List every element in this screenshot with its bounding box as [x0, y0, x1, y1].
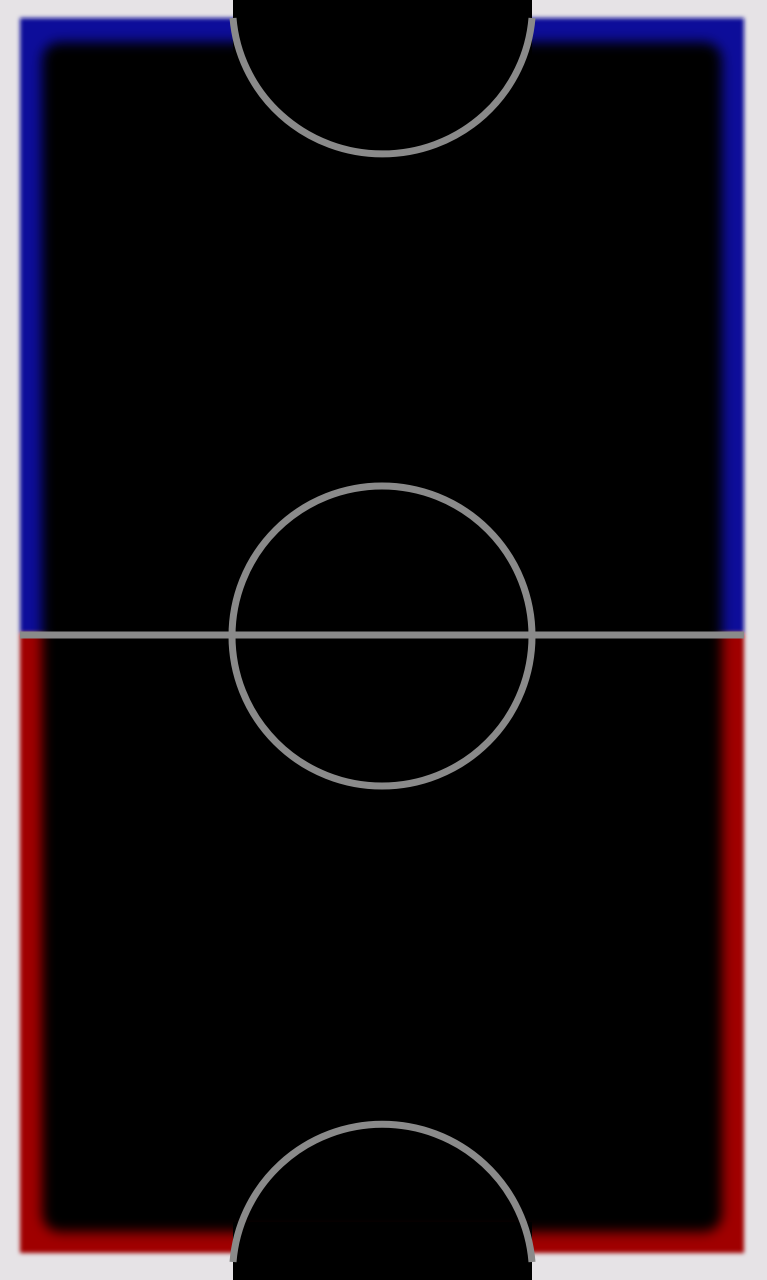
center-circle	[228, 482, 536, 790]
top-goal-crease	[229, 17, 536, 158]
bottom-goal-opening	[233, 1222, 532, 1280]
top-goal-opening	[233, 0, 532, 60]
bottom-goal-crease	[229, 1120, 536, 1263]
